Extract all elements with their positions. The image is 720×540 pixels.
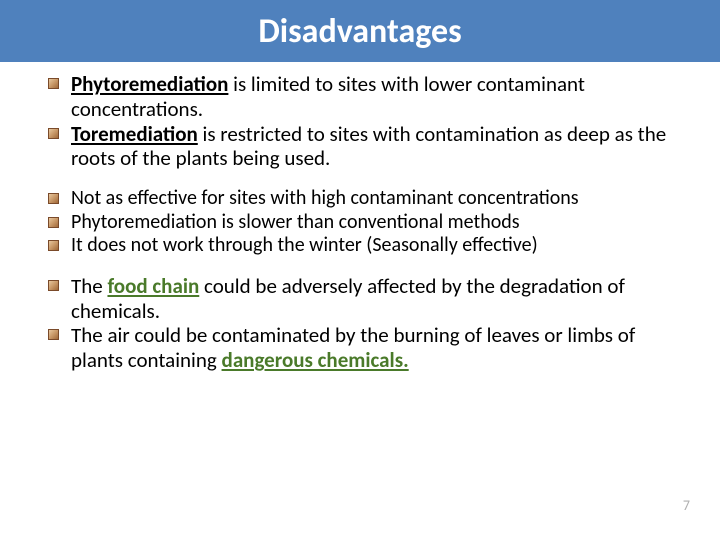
bullet-icon xyxy=(48,329,59,340)
list-item: It does not work through the winter (Sea… xyxy=(48,234,672,258)
bullet-text: The air could be contaminated by the bur… xyxy=(71,323,672,373)
list-item: Not as effective for sites with high con… xyxy=(48,187,672,211)
emphasized-term: Phytoremediation xyxy=(71,71,228,97)
slide-body: Phytoremediation is limited to sites wit… xyxy=(0,62,720,373)
list-item: Phytoremediation is slower than conventi… xyxy=(48,211,672,235)
bullet-text: The food chain could be adversely affect… xyxy=(71,274,672,324)
bullet-group-3: The food chain could be adversely affect… xyxy=(48,274,672,373)
bullet-icon xyxy=(48,280,59,291)
list-item: The food chain could be adversely affect… xyxy=(48,274,672,324)
bullet-text: Phytoremediation is limited to sites wit… xyxy=(71,72,672,122)
accent-term: dangerous chemicals. xyxy=(222,347,409,373)
page-number: 7 xyxy=(683,497,690,514)
title-bar: Disadvantages xyxy=(0,0,720,62)
bullet-icon xyxy=(48,193,59,204)
bullet-icon xyxy=(48,240,59,251)
bullet-group-1: Phytoremediation is limited to sites wit… xyxy=(48,72,672,171)
bullet-text: Phytoremediation is slower than conventi… xyxy=(71,211,672,235)
slide-title: Disadvantages xyxy=(258,11,461,52)
bullet-icon xyxy=(48,78,59,89)
accent-term: food chain xyxy=(107,273,199,299)
list-item: The air could be contaminated by the bur… xyxy=(48,323,672,373)
bullet-icon xyxy=(48,128,59,139)
bullet-icon xyxy=(48,217,59,228)
bullet-group-2: Not as effective for sites with high con… xyxy=(48,187,672,258)
bullet-text: Toremediation is restricted to sites wit… xyxy=(71,122,672,172)
bullet-text: Not as effective for sites with high con… xyxy=(71,187,672,211)
bullet-text: It does not work through the winter (Sea… xyxy=(71,234,672,258)
list-item: Toremediation is restricted to sites wit… xyxy=(48,122,672,172)
emphasized-term: Toremediation xyxy=(71,121,198,147)
list-item: Phytoremediation is limited to sites wit… xyxy=(48,72,672,122)
text-segment: The xyxy=(71,273,107,299)
